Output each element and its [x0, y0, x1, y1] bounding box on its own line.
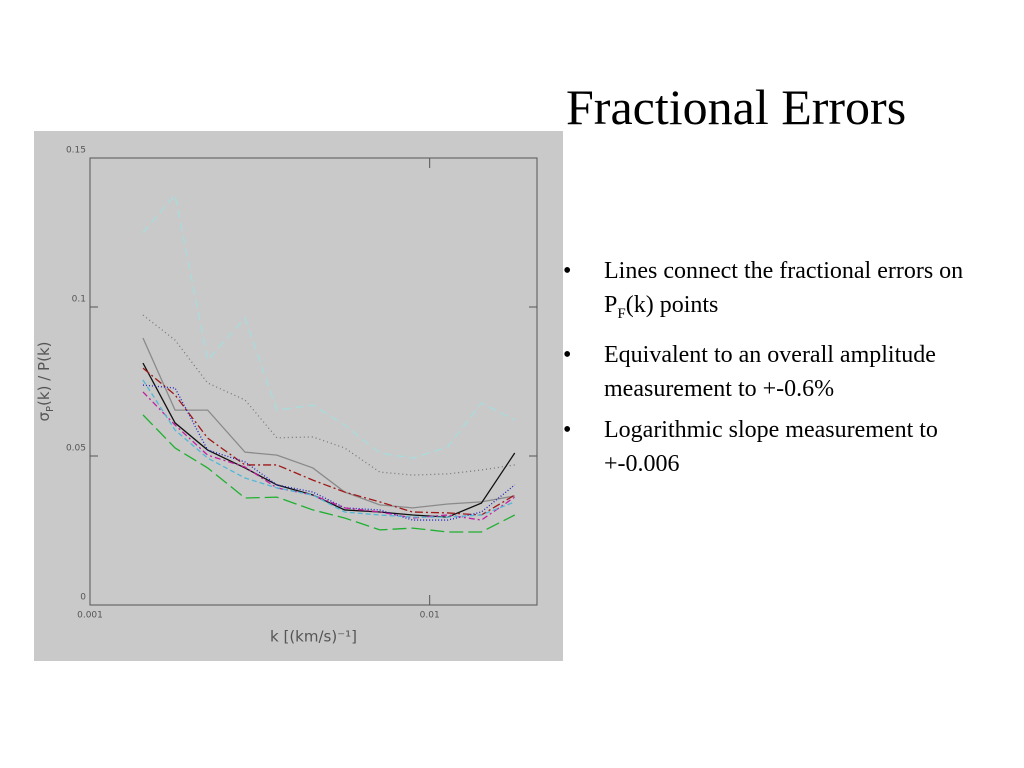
bullet: Equivalent to an overall amplitude measu…: [563, 338, 976, 406]
series-line: [142, 379, 515, 518]
series-line: [142, 193, 516, 459]
series-line: [142, 362, 516, 518]
y-tick-label: 0: [80, 593, 86, 603]
series-line: [142, 414, 516, 533]
x-tick-label: 0.01: [420, 611, 440, 621]
y-axis-label-part: P: [45, 406, 56, 412]
bullet-list: Lines connect the fractional errors on P…: [563, 254, 983, 488]
y-axis-label-part: σ: [35, 411, 53, 421]
bullet: Logarithmic slope measurement to +-0.006: [563, 413, 976, 481]
y-tick-label: 0.15: [66, 146, 86, 156]
bullet: Lines connect the fractional errors on P…: [563, 254, 976, 331]
subscript: F: [617, 305, 626, 322]
slide-title: Fractional Errors: [566, 79, 907, 135]
bullet-text: Equivalent to an overall amplitude measu…: [604, 341, 936, 402]
y-tick-label: 0.05: [66, 444, 86, 454]
plot-frame: [89, 157, 538, 606]
y-axis-label-part: (k) / P(k): [35, 342, 53, 406]
y-tick-label: 0.1: [72, 295, 86, 305]
series-line: [142, 337, 515, 509]
bullet-text: Logarithmic slope measurement to +-0.006: [604, 416, 938, 477]
x-tick-label: 0.001: [77, 611, 103, 621]
chart-panel: [34, 131, 563, 661]
y-axis-label: σP(k) / P(k): [35, 342, 56, 422]
bullet-text: Lines connect the fractional errors on P: [604, 258, 964, 318]
bullet-text: (k) points: [625, 292, 719, 318]
x-axis-label: k [(km/s)⁻¹]: [270, 628, 357, 646]
series-line: [142, 384, 516, 521]
series-line: [142, 367, 516, 516]
